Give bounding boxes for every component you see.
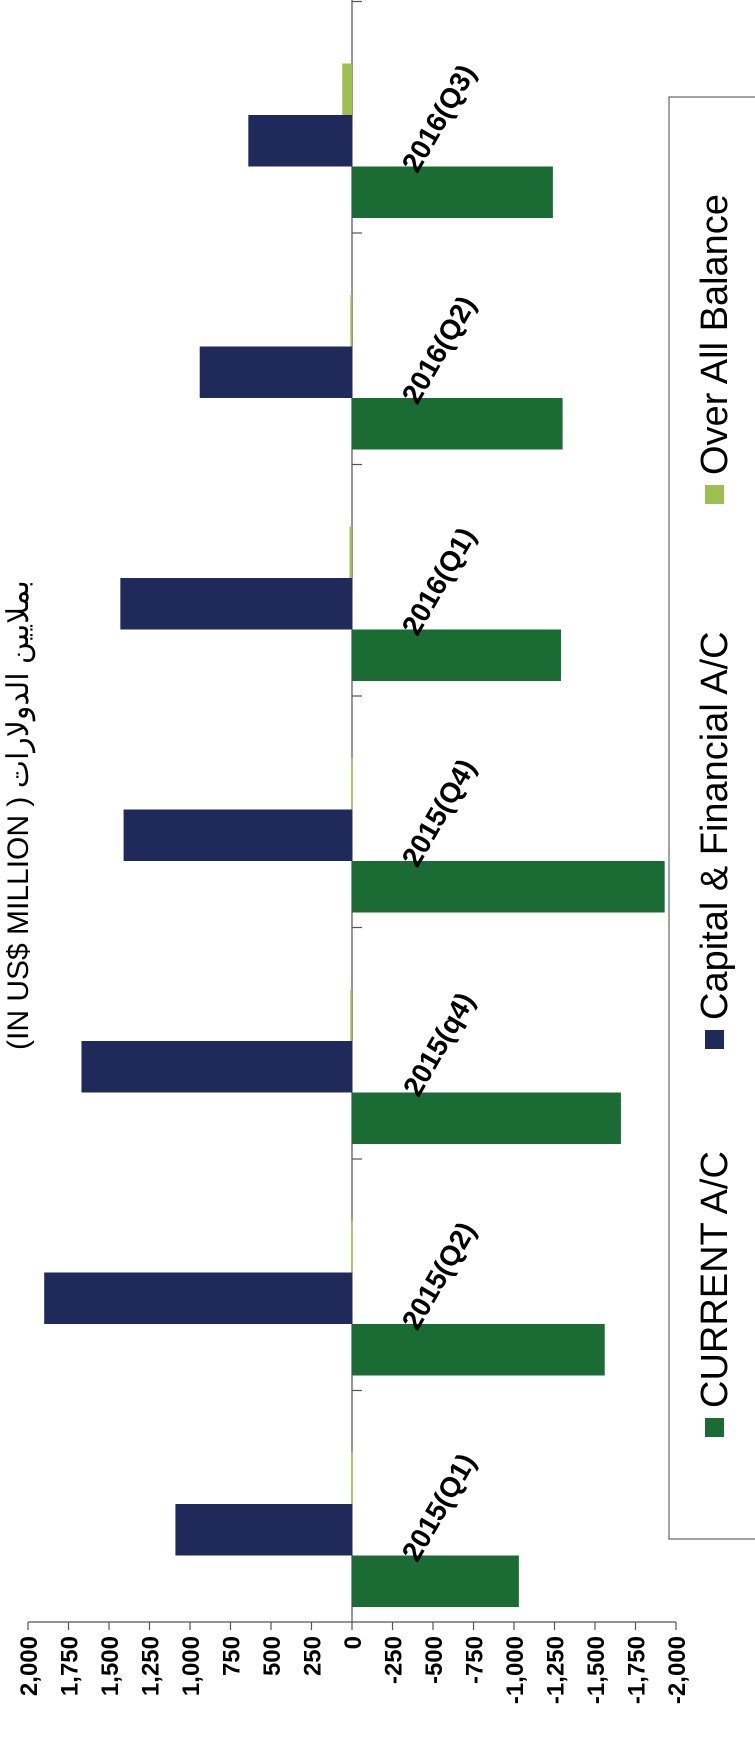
value-tick-label: 1,000 (178, 1636, 205, 1696)
bar-current-a-c-2 (352, 1092, 621, 1144)
category-label: 2016(Q3) (396, 59, 482, 177)
bar-over-all-balance-3 (351, 758, 353, 810)
bars (44, 63, 665, 1607)
bar-over-all-balance-2 (350, 989, 352, 1041)
value-tick-label: 1,500 (97, 1636, 124, 1696)
legend-swatch (705, 1418, 724, 1437)
bar-capital-financial-a-c-1 (44, 1272, 352, 1324)
legend-swatch (705, 485, 724, 504)
bar-current-a-c-4 (352, 629, 561, 681)
category-label: 2015(Q2) (396, 1217, 482, 1335)
bar-over-all-balance-6 (342, 63, 352, 115)
value-tick-label: -500 (421, 1636, 448, 1684)
bar-over-all-balance-4 (349, 526, 352, 578)
legend-label: Over All Balance (694, 194, 736, 475)
bar-over-all-balance-1 (351, 1221, 353, 1273)
bar-current-a-c-1 (352, 1324, 605, 1376)
bar-capital-financial-a-c-2 (81, 1041, 353, 1093)
value-axis-ticks: 2,000 1,750 1,500 1,250 1,000 750 500 250 0 -250-… (16, 1622, 691, 1704)
chart-title: (IN US$ MILLION ) بملايين الدولارات (2, 580, 36, 1050)
value-tick-label: 0 (340, 1636, 367, 1649)
category-label: 2015(Q4) (396, 754, 482, 872)
bar-current-a-c-3 (352, 861, 665, 913)
value-tick-label: -750 (462, 1636, 489, 1684)
bar-current-a-c-5 (352, 398, 563, 450)
category-label: 2015(q4) (397, 987, 481, 1101)
value-tick-label: 1,750 (57, 1636, 84, 1696)
value-tick-label: -2,000 (664, 1636, 691, 1704)
bar-capital-financial-a-c-6 (248, 115, 352, 167)
category-label: 2016(Q1) (396, 522, 482, 640)
bar-current-a-c-6 (352, 166, 553, 218)
category-label: 2015(Q1) (396, 1448, 482, 1566)
legend-label: Capital & Financial A/C (694, 631, 736, 1020)
value-tick-label: 750 (219, 1636, 246, 1676)
bar-over-all-balance-0 (351, 1452, 353, 1504)
bar-capital-financial-a-c-5 (199, 346, 352, 398)
value-tick-label: -1,500 (583, 1636, 610, 1704)
bar-over-all-balance-5 (350, 295, 352, 347)
value-tick-label: 250 (300, 1636, 327, 1676)
category-label: 2016(Q2) (396, 291, 482, 409)
value-tick-label: 1,250 (138, 1636, 165, 1696)
value-tick-label: -1,250 (543, 1636, 570, 1704)
value-tick-label: -250 (381, 1636, 408, 1684)
legend-label: CURRENT A/C (694, 1151, 736, 1408)
value-tick-label: 500 (259, 1636, 286, 1676)
bar-capital-financial-a-c-0 (175, 1504, 352, 1556)
value-tick-label: -1,000 (502, 1636, 529, 1704)
value-tick-label: 2,000 (16, 1636, 43, 1696)
legend-swatch (705, 1030, 724, 1049)
value-tick-label: -1,750 (624, 1636, 651, 1704)
legend: CURRENT A/C Capital & Financial A/C Over A… (668, 96, 755, 1540)
legend-box (668, 96, 755, 1540)
bar-current-a-c-0 (352, 1555, 519, 1607)
bar-capital-financial-a-c-4 (120, 578, 352, 630)
bar-capital-financial-a-c-3 (123, 809, 352, 861)
